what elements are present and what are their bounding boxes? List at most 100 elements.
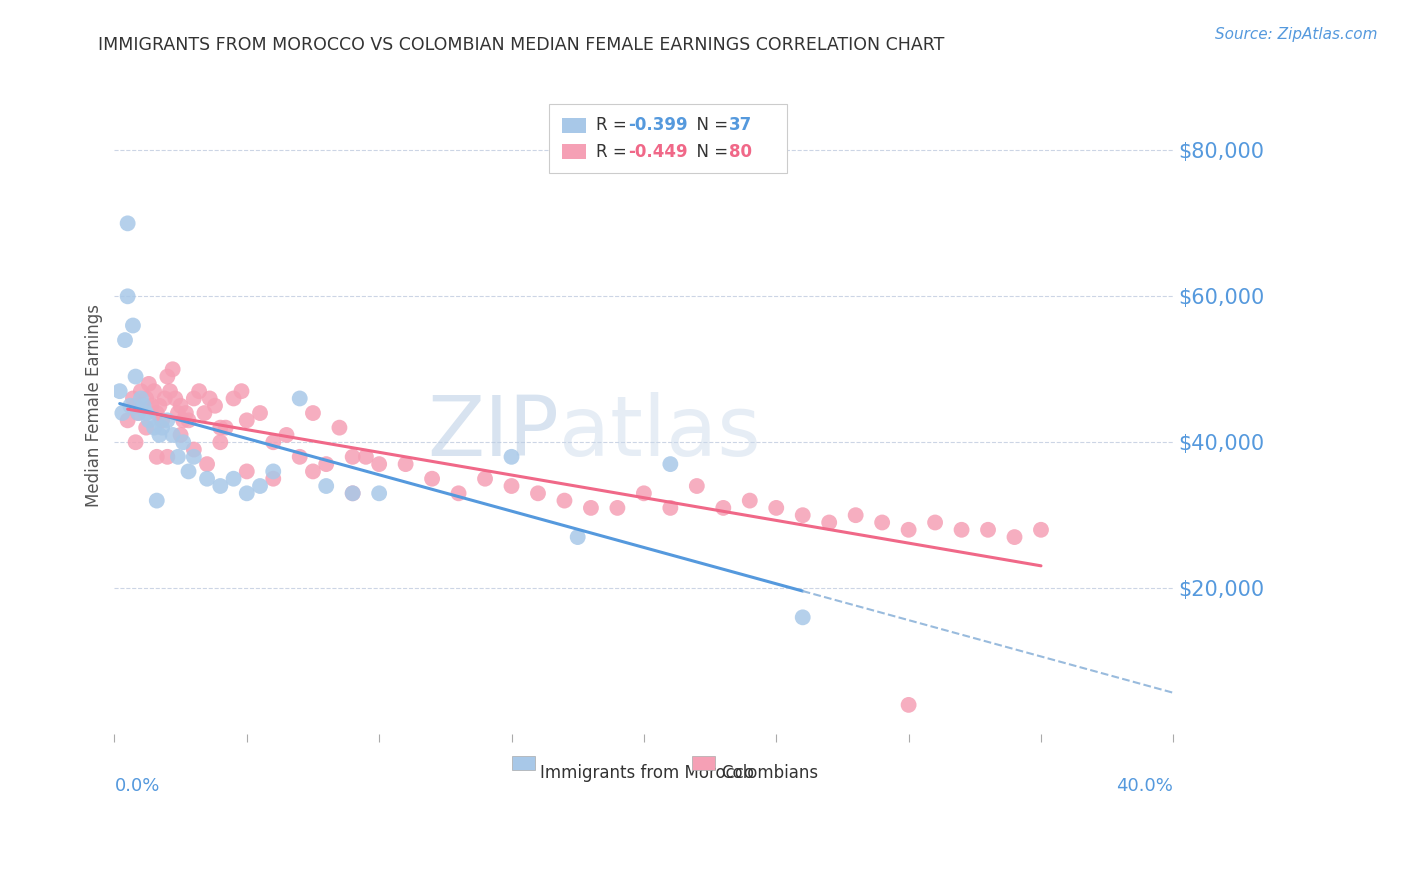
- Point: [368, 457, 391, 471]
- Point: [302, 464, 325, 478]
- Point: [262, 472, 284, 486]
- Text: R =: R =: [596, 143, 633, 161]
- Point: [138, 376, 160, 391]
- Point: [394, 457, 416, 471]
- Point: [249, 406, 271, 420]
- Point: [138, 413, 160, 427]
- Point: [501, 479, 523, 493]
- Point: [141, 399, 163, 413]
- Point: [188, 384, 211, 399]
- Text: 0.0%: 0.0%: [114, 777, 160, 795]
- Point: [315, 479, 337, 493]
- Point: [897, 698, 920, 712]
- Point: [122, 392, 145, 406]
- Point: [711, 500, 734, 515]
- Point: [897, 523, 920, 537]
- Text: Immigrants from Morocco: Immigrants from Morocco: [540, 764, 754, 782]
- Point: [127, 406, 149, 420]
- Point: [167, 406, 190, 420]
- Point: [342, 486, 364, 500]
- Text: -0.399: -0.399: [628, 116, 688, 135]
- Point: [447, 486, 470, 500]
- Point: [302, 406, 325, 420]
- Point: [195, 472, 218, 486]
- Point: [177, 413, 200, 427]
- Point: [315, 457, 337, 471]
- Point: [659, 457, 682, 471]
- Text: Colombians: Colombians: [721, 764, 818, 782]
- Point: [135, 420, 157, 434]
- Text: ZIP: ZIP: [427, 392, 560, 473]
- Point: [214, 420, 236, 434]
- Point: [169, 428, 191, 442]
- Point: [236, 413, 259, 427]
- Point: [420, 472, 443, 486]
- Point: [122, 318, 145, 333]
- Point: [527, 486, 550, 500]
- Point: [209, 479, 232, 493]
- Point: [977, 523, 1000, 537]
- Y-axis label: Median Female Earnings: Median Female Earnings: [86, 304, 103, 508]
- Point: [148, 399, 170, 413]
- Point: [792, 610, 814, 624]
- FancyBboxPatch shape: [548, 103, 787, 173]
- Point: [159, 384, 181, 399]
- Point: [135, 392, 157, 406]
- Point: [501, 450, 523, 464]
- Text: IMMIGRANTS FROM MOROCCO VS COLOMBIAN MEDIAN FEMALE EARNINGS CORRELATION CHART: IMMIGRANTS FROM MOROCCO VS COLOMBIAN MED…: [98, 36, 945, 54]
- Point: [143, 420, 166, 434]
- Point: [148, 428, 170, 442]
- Text: 37: 37: [728, 116, 752, 135]
- Point: [659, 500, 682, 515]
- Point: [792, 508, 814, 523]
- Text: 40.0%: 40.0%: [1116, 777, 1174, 795]
- Point: [172, 435, 194, 450]
- Point: [236, 486, 259, 500]
- Point: [686, 479, 709, 493]
- Point: [231, 384, 253, 399]
- Point: [132, 399, 155, 413]
- Point: [135, 406, 157, 420]
- Point: [117, 289, 139, 303]
- Point: [276, 428, 298, 442]
- Point: [553, 493, 575, 508]
- Text: N =: N =: [686, 116, 734, 135]
- Point: [145, 406, 167, 420]
- Bar: [562, 145, 586, 159]
- Point: [117, 216, 139, 230]
- Point: [183, 450, 205, 464]
- Point: [153, 392, 176, 406]
- Point: [368, 486, 391, 500]
- Text: 80: 80: [728, 143, 752, 161]
- Point: [870, 516, 893, 530]
- Point: [342, 486, 364, 500]
- Point: [354, 450, 377, 464]
- Text: R =: R =: [596, 116, 633, 135]
- Point: [156, 450, 179, 464]
- Point: [262, 464, 284, 478]
- Point: [124, 369, 146, 384]
- Point: [1029, 523, 1052, 537]
- Point: [129, 384, 152, 399]
- Point: [162, 362, 184, 376]
- Point: [328, 420, 350, 434]
- Point: [738, 493, 761, 508]
- Point: [288, 392, 311, 406]
- Point: [129, 392, 152, 406]
- Point: [249, 479, 271, 493]
- Point: [195, 457, 218, 471]
- Point: [633, 486, 655, 500]
- Point: [150, 413, 173, 427]
- Point: [950, 523, 973, 537]
- Point: [145, 450, 167, 464]
- Point: [177, 464, 200, 478]
- Text: -0.449: -0.449: [628, 143, 688, 161]
- Point: [132, 399, 155, 413]
- Point: [124, 435, 146, 450]
- Point: [198, 392, 221, 406]
- Point: [183, 392, 205, 406]
- Point: [262, 435, 284, 450]
- Point: [145, 493, 167, 508]
- Point: [845, 508, 868, 523]
- Point: [156, 369, 179, 384]
